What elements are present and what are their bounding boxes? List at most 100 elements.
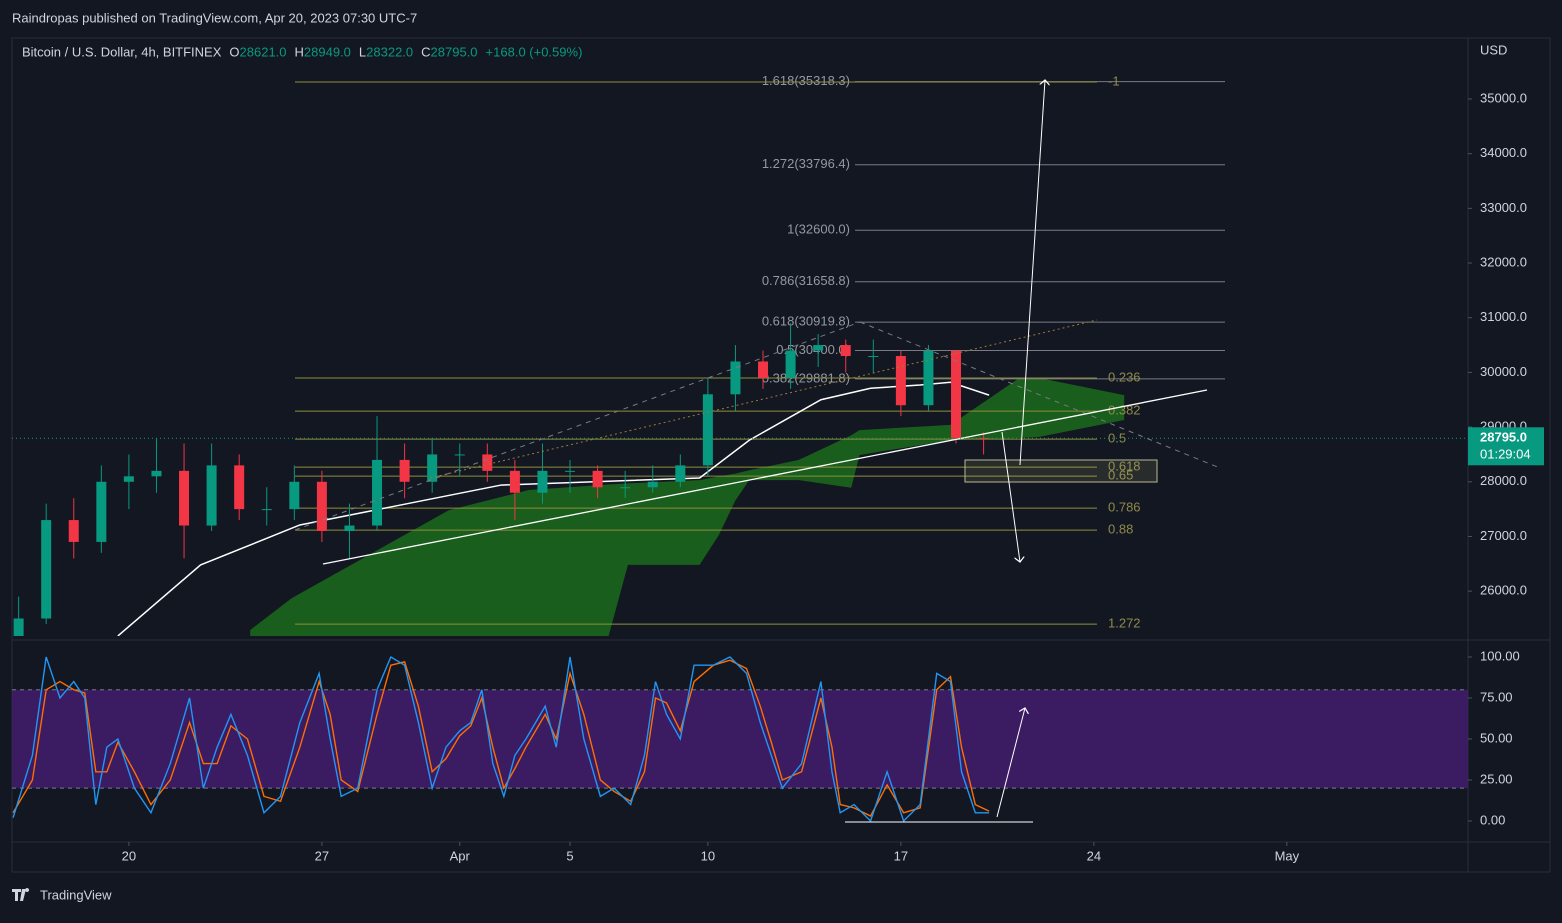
candle-body bbox=[565, 470, 576, 472]
x-tick-label: 17 bbox=[894, 848, 908, 863]
candle-body bbox=[840, 345, 851, 357]
header-field: +168.0 (+0.59%) bbox=[486, 44, 583, 59]
candle-body bbox=[675, 465, 686, 482]
trendline bbox=[322, 389, 1208, 565]
candle-body bbox=[123, 476, 134, 482]
candle-body bbox=[537, 470, 548, 493]
stoch-tick-label: 75.00 bbox=[1480, 689, 1513, 704]
currency: USD bbox=[1480, 42, 1507, 57]
candle-body bbox=[96, 481, 107, 542]
header-field: L bbox=[359, 44, 366, 59]
header-field: 28795.0 bbox=[431, 44, 478, 59]
fib-label: 1.272 bbox=[1108, 616, 1141, 631]
price-tag bbox=[1468, 427, 1544, 466]
candle-body bbox=[702, 394, 713, 466]
symbol-line: Bitcoin / U.S. Dollar, 4h, BITFINEX O 2862… bbox=[22, 44, 582, 59]
fib-label: 0.786(31658.8) bbox=[762, 273, 850, 288]
candle-body bbox=[206, 465, 217, 526]
candle-body bbox=[951, 350, 962, 439]
x-tick-label: 5 bbox=[566, 848, 573, 863]
price-tag-value: 28795.0 bbox=[1480, 430, 1527, 445]
candle-body bbox=[620, 487, 631, 489]
stoch-tick-label: 25.00 bbox=[1480, 771, 1513, 786]
range-box bbox=[964, 459, 1158, 483]
x-tick-label: 27 bbox=[315, 848, 329, 863]
stoch-tick-label: 0.00 bbox=[1480, 812, 1505, 827]
candle-body bbox=[316, 481, 327, 532]
candle-body bbox=[234, 465, 245, 510]
candle-body bbox=[372, 459, 383, 526]
fib-label: 1.272(33796.4) bbox=[762, 156, 850, 171]
fib-label: 0.382 bbox=[1108, 403, 1141, 418]
x-tick-label: Apr bbox=[450, 848, 471, 863]
header-field: H bbox=[295, 44, 304, 59]
fib-label: 0.618(30919.8) bbox=[762, 314, 850, 329]
logo: TradingView bbox=[12, 887, 112, 902]
x-tick-label: 10 bbox=[701, 848, 715, 863]
candle-body bbox=[427, 454, 438, 482]
fib-label: 1.618(35318.3) bbox=[762, 73, 850, 88]
header-field: 28949.0 bbox=[304, 44, 351, 59]
candle-body bbox=[592, 470, 603, 488]
fib-label: 0.5 bbox=[1108, 431, 1126, 446]
dotted-trendline bbox=[429, 319, 1098, 479]
x-tick-label: 20 bbox=[122, 848, 136, 863]
stoch-line bbox=[12, 659, 990, 817]
fib-label: 0.65 bbox=[1108, 468, 1133, 483]
arrow-up bbox=[1019, 80, 1045, 466]
fib-label: -1 bbox=[1108, 73, 1120, 88]
publisher: Raindropas published on TradingView.com,… bbox=[12, 10, 417, 25]
y-tick-label: 31000.0 bbox=[1480, 309, 1527, 324]
stoch-tick-label: 100.00 bbox=[1480, 648, 1520, 663]
dashed-trendline bbox=[294, 321, 861, 531]
header-field: Bitcoin / U.S. Dollar, 4h, BITFINEX bbox=[22, 44, 222, 59]
y-tick-label: 33000.0 bbox=[1480, 200, 1527, 215]
y-tick-label: 32000.0 bbox=[1480, 254, 1527, 269]
header-field: 28322.0 bbox=[366, 44, 413, 59]
logo-text: TradingView bbox=[40, 887, 112, 902]
axes: 26000.027000.028000.029000.030000.031000… bbox=[122, 90, 1527, 863]
ichimoku-cloud bbox=[250, 377, 1125, 636]
candle-body bbox=[730, 361, 741, 395]
header-field: O bbox=[229, 44, 239, 59]
stoch-pane bbox=[12, 655, 1468, 823]
y-tick-label: 34000.0 bbox=[1480, 145, 1527, 160]
candle-body bbox=[179, 470, 190, 526]
stoch-band bbox=[12, 689, 1468, 789]
candle-body bbox=[344, 525, 355, 532]
y-tick-label: 35000.0 bbox=[1480, 90, 1527, 105]
header-field: C bbox=[421, 44, 430, 59]
fib-label: 0.236 bbox=[1108, 369, 1141, 384]
fib-label: 0.786 bbox=[1108, 500, 1141, 515]
y-tick-label: 27000.0 bbox=[1480, 528, 1527, 543]
candle-body bbox=[68, 520, 79, 542]
candle-body bbox=[454, 454, 465, 456]
candle-body bbox=[41, 520, 52, 619]
header-field: 28621.0 bbox=[240, 44, 287, 59]
dashed-trendline bbox=[859, 321, 1221, 469]
y-tick-label: 30000.0 bbox=[1480, 364, 1527, 379]
candle-body bbox=[509, 470, 520, 493]
x-tick-label: 24 bbox=[1087, 848, 1101, 863]
stoch-arrow bbox=[996, 708, 1025, 818]
candle-body bbox=[785, 350, 796, 378]
candle-body bbox=[868, 356, 879, 358]
y-tick-label: 26000.0 bbox=[1480, 583, 1527, 598]
candle-body bbox=[482, 454, 493, 471]
fib-label: 0.618 bbox=[1108, 459, 1141, 474]
candle-body bbox=[895, 356, 906, 406]
candle-body bbox=[647, 481, 658, 488]
arrow-down bbox=[1001, 431, 1020, 562]
candle-body bbox=[151, 470, 162, 477]
drawings bbox=[294, 80, 1221, 823]
candle-body bbox=[813, 345, 824, 351]
x-tick-label: May bbox=[1275, 848, 1300, 863]
candle-body bbox=[978, 438, 989, 440]
fib-label: 0.88 bbox=[1108, 522, 1133, 537]
stoch-line bbox=[12, 655, 990, 823]
candle-body bbox=[399, 459, 410, 482]
stoch-tick-label: 50.00 bbox=[1480, 730, 1513, 745]
candle-body bbox=[261, 509, 272, 511]
